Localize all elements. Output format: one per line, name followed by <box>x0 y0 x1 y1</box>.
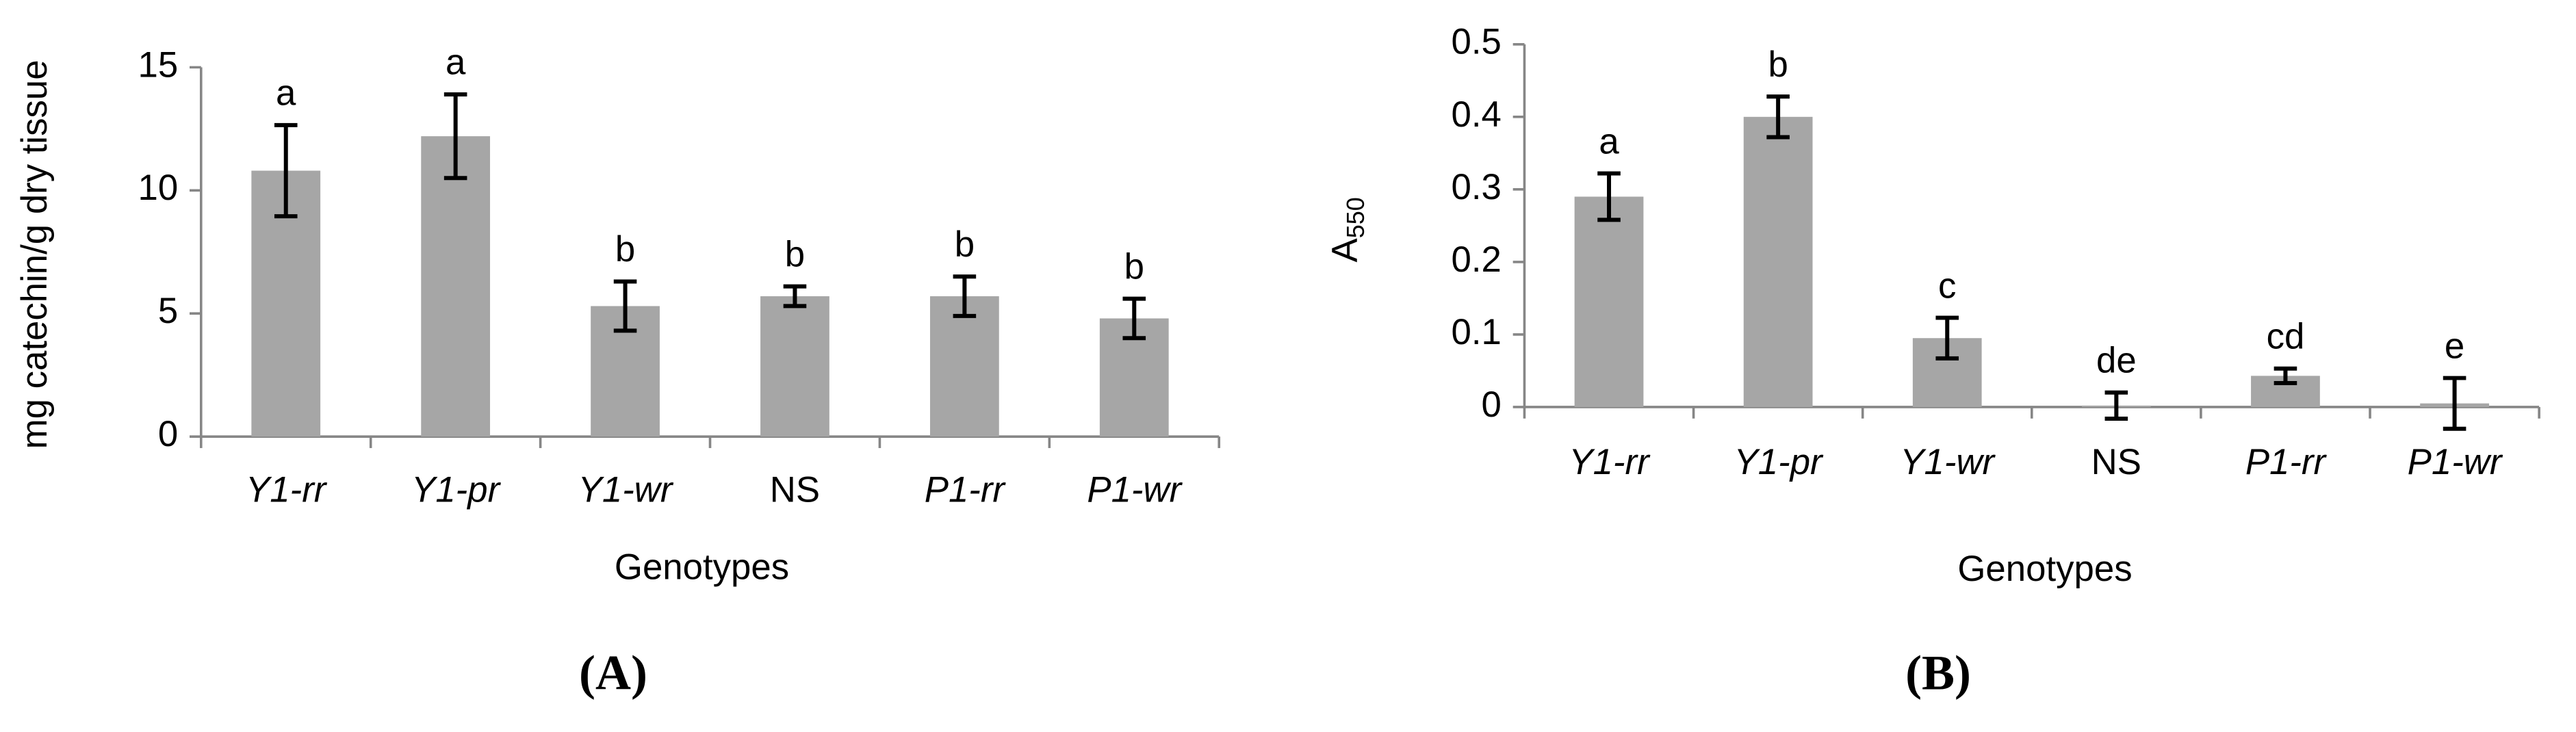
bar <box>1743 116 1813 407</box>
bar <box>929 296 999 437</box>
significance-letter: b <box>955 224 975 265</box>
y-axis-title: A550 <box>1324 197 1369 262</box>
x-tick-label: P1-rr <box>925 470 1007 510</box>
y-tick-label: 0.1 <box>1452 312 1502 352</box>
y-tick-label: 0 <box>158 414 178 454</box>
y-tick-label: 10 <box>138 168 179 208</box>
significance-letter: e <box>2445 326 2464 366</box>
significance-letter: b <box>1768 44 1788 85</box>
x-tick-label: Y1-pr <box>1734 442 1824 482</box>
bar <box>1574 196 1644 407</box>
x-tick-label: Y1-wr <box>578 470 674 510</box>
significance-letter: de <box>2096 341 2137 381</box>
bar <box>760 296 829 437</box>
significance-letter: a <box>1599 121 1619 161</box>
significance-letter: a <box>276 73 296 114</box>
x-axis-title: Genotypes <box>615 547 789 587</box>
significance-letter: c <box>1938 265 1956 306</box>
x-tick-label: Y1-rr <box>1569 442 1651 482</box>
bar <box>421 136 491 437</box>
x-tick-label: NS <box>2091 442 2141 482</box>
y-tick-label: 0 <box>1482 384 1502 425</box>
significance-letter: b <box>615 229 635 270</box>
significance-letter: b <box>1124 246 1144 287</box>
significance-letter: b <box>785 234 805 274</box>
significance-letter: cd <box>2267 317 2305 357</box>
y-axis-title-main: A <box>1324 237 1365 262</box>
x-tick-label: Y1-pr <box>411 470 501 510</box>
panel-label: (A) <box>579 645 647 700</box>
y-axis-title-sub: 550 <box>1341 197 1369 238</box>
significance-letter: a <box>446 42 466 83</box>
x-tick-label: Y1-rr <box>246 470 328 510</box>
y-axis-title-main: mg catechin/g dry tissue <box>14 60 55 449</box>
y-tick-label: 0.3 <box>1452 167 1502 207</box>
y-tick-label: 0.5 <box>1452 22 1502 62</box>
x-tick-label: NS <box>770 470 820 510</box>
y-tick-label: 15 <box>138 44 179 85</box>
x-tick-label: P1-rr <box>2245 442 2328 482</box>
panel-label: (B) <box>1905 645 1971 700</box>
y-tick-label: 0.2 <box>1452 239 1502 280</box>
x-axis-title: Genotypes <box>1957 549 2132 589</box>
y-tick-label: 5 <box>158 291 178 331</box>
x-tick-label: P1-wr <box>2408 442 2503 482</box>
x-tick-label: P1-wr <box>1087 470 1183 510</box>
y-tick-label: 0.4 <box>1452 94 1502 135</box>
y-axis-title: mg catechin/g dry tissue <box>14 60 55 449</box>
x-tick-label: Y1-wr <box>1900 442 1996 482</box>
